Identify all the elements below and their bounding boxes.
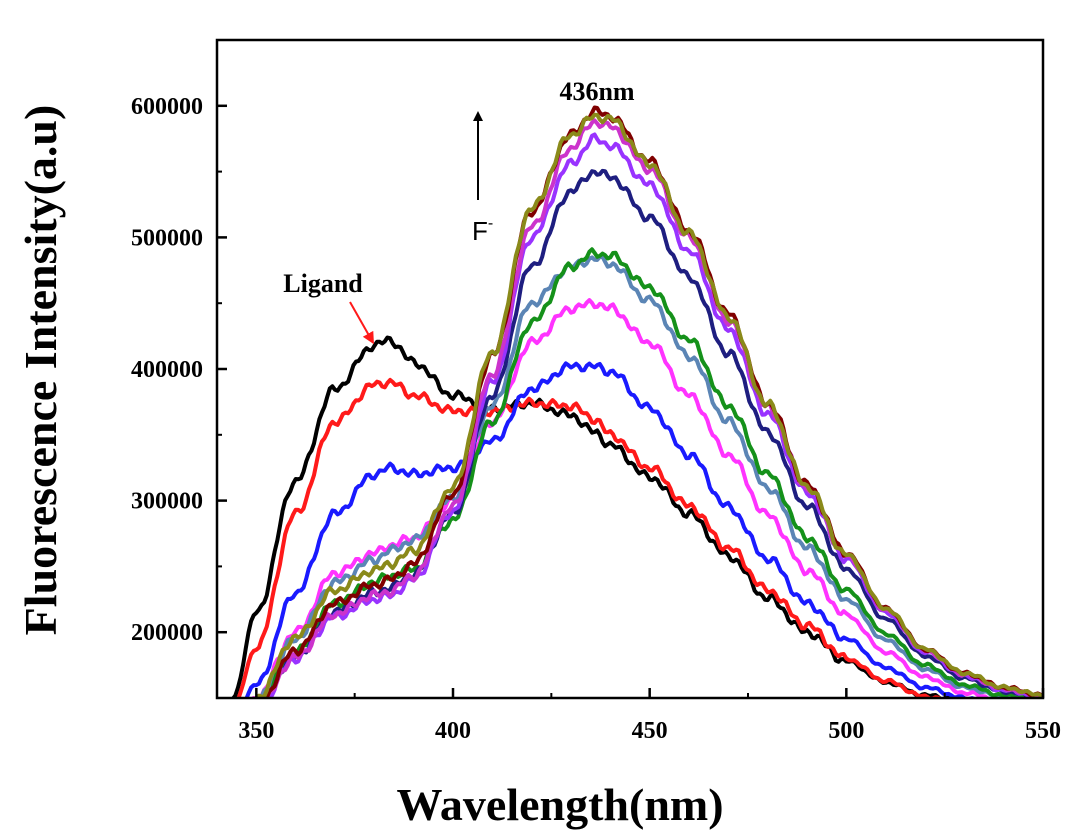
series-line-3 [244, 361, 987, 698]
series-line-9 [264, 118, 1043, 698]
y-axis: 200000 300000 400000 500000 600000 [131, 94, 227, 646]
series-line-2 [236, 377, 950, 698]
x-tick-label: 550 [1025, 718, 1061, 744]
x-tick-label: 400 [435, 718, 471, 744]
series-group [231, 105, 1043, 698]
series-line-5 [258, 254, 1025, 698]
fluoride-label-base: F [472, 216, 488, 246]
y-tick-label: 600000 [131, 94, 203, 120]
y-axis-title: Fluorescence Intensity(a.u) [15, 105, 66, 636]
ligand-arrow [349, 301, 374, 345]
x-axis-title: Wavelength(nm) [396, 779, 723, 830]
series-line-4 [249, 298, 1010, 698]
series-line-8 [266, 132, 1043, 698]
y-tick-label: 500000 [131, 225, 203, 251]
y-tick-label: 200000 [131, 620, 203, 646]
x-tick-label: 350 [238, 718, 274, 744]
x-axis: 350 400 450 500 550 [238, 688, 1061, 744]
y-tick-label: 300000 [131, 489, 203, 515]
series-line-7 [262, 168, 1043, 698]
series-line-11 [252, 112, 1043, 698]
y-tick-label: 400000 [131, 357, 203, 383]
fluoride-label-sup: - [488, 215, 493, 232]
x-tick-label: 450 [632, 718, 668, 744]
x-tick-label: 500 [828, 718, 864, 744]
fluoride-label: F- [472, 215, 493, 246]
peak-annotation: 436nm [559, 77, 634, 106]
ligand-annotation: Ligand [283, 269, 363, 298]
series-line-10 [264, 105, 1043, 698]
